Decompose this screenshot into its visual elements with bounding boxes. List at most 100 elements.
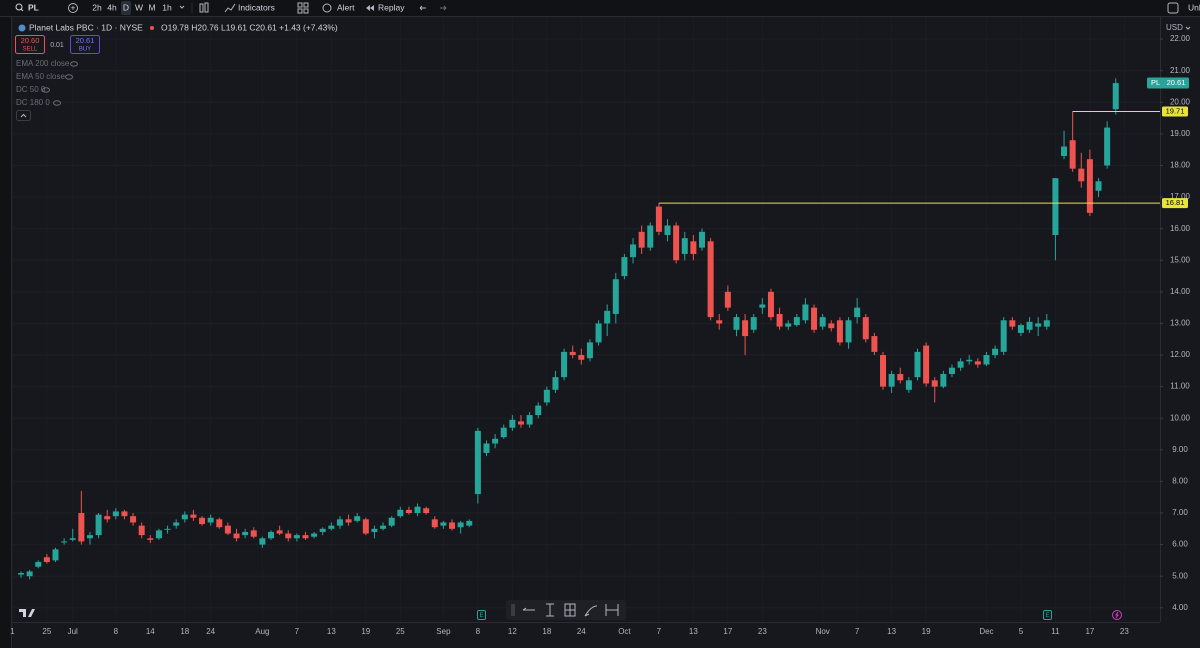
candle-body bbox=[724, 291, 731, 308]
visibility-icon[interactable] bbox=[65, 74, 73, 80]
candle-body bbox=[699, 231, 705, 248]
indicators-button[interactable]: Indicators bbox=[238, 2, 275, 12]
candle-body bbox=[569, 351, 576, 356]
interval-button[interactable]: D bbox=[123, 2, 129, 12]
symbol-search[interactable]: PL bbox=[28, 2, 39, 12]
candle-body bbox=[155, 530, 162, 539]
text-tool[interactable] bbox=[546, 603, 554, 617]
candle-body bbox=[371, 528, 378, 532]
collapse-arrow bbox=[20, 113, 27, 118]
candle-body bbox=[362, 519, 369, 534]
x-tick-label: 25 bbox=[396, 627, 405, 636]
candle-body bbox=[966, 359, 973, 362]
templates-icon[interactable] bbox=[297, 2, 303, 8]
candle-body bbox=[43, 557, 50, 562]
dividend-marker[interactable] bbox=[1112, 610, 1122, 620]
study-label[interactable]: EMA 200 close bbox=[16, 59, 70, 68]
sell-button[interactable] bbox=[15, 35, 45, 54]
interval-dropdown[interactable] bbox=[179, 5, 185, 9]
interval-button[interactable]: 1h bbox=[162, 2, 172, 12]
replay-button[interactable]: Replay bbox=[378, 2, 405, 12]
interval-button[interactable]: W bbox=[135, 2, 143, 12]
x-tick-label: Sep bbox=[436, 627, 451, 636]
candle-body bbox=[431, 519, 438, 528]
study-label[interactable]: DC 50 0 bbox=[16, 85, 46, 94]
replay-icon bbox=[366, 5, 374, 11]
candle-body bbox=[466, 520, 473, 526]
logo bbox=[19, 609, 35, 617]
interval-button[interactable]: 2h bbox=[92, 2, 102, 12]
candle-body bbox=[449, 522, 456, 529]
candle-body bbox=[647, 225, 654, 248]
candle-body bbox=[638, 231, 645, 248]
candle-body bbox=[207, 517, 214, 523]
candle-body bbox=[586, 342, 593, 359]
study-label[interactable]: DC 180 0 bbox=[16, 98, 50, 107]
x-tick-label: 7 bbox=[657, 627, 662, 636]
candle-body bbox=[147, 538, 154, 540]
y-tick-label: 6.00 bbox=[1172, 540, 1188, 549]
study-label[interactable]: EMA 50 close bbox=[16, 72, 65, 81]
plot-area bbox=[11, 17, 1160, 622]
layout-icon[interactable] bbox=[1167, 2, 1179, 14]
candle-body bbox=[414, 506, 421, 514]
x-tick-label: 7 bbox=[295, 627, 300, 636]
last-price-tag bbox=[1147, 77, 1189, 89]
grid-tool[interactable] bbox=[564, 603, 576, 617]
currency-label[interactable]: USD bbox=[1166, 23, 1183, 32]
indicators-icon bbox=[224, 3, 236, 13]
candle-body bbox=[767, 291, 774, 318]
visibility-icon[interactable] bbox=[70, 61, 78, 67]
candle-body bbox=[828, 323, 835, 329]
candle-body bbox=[552, 377, 559, 390]
candle-body bbox=[604, 310, 611, 324]
candle-body bbox=[785, 323, 792, 327]
candle-body bbox=[259, 538, 266, 545]
search-icon-handle bbox=[20, 8, 24, 12]
candle-body bbox=[268, 531, 274, 539]
chart-type-icon[interactable] bbox=[199, 3, 204, 13]
collapse-legend[interactable] bbox=[16, 110, 31, 121]
buy-button[interactable] bbox=[70, 35, 100, 54]
currency-dropdown[interactable] bbox=[1185, 26, 1191, 30]
trend-tool[interactable] bbox=[522, 607, 535, 611]
candle-body bbox=[716, 320, 723, 324]
candle-body bbox=[112, 511, 119, 517]
candle-body bbox=[397, 509, 404, 517]
alert-button[interactable]: Alert bbox=[337, 2, 355, 12]
earnings-marker[interactable] bbox=[477, 610, 486, 620]
visibility-icon[interactable] bbox=[53, 100, 61, 106]
x-tick-label: 24 bbox=[577, 627, 586, 636]
y-tick-label: 11.00 bbox=[1170, 382, 1190, 391]
search-icon[interactable] bbox=[15, 3, 23, 11]
y-tick-label: 19.00 bbox=[1170, 129, 1191, 138]
unlock-button[interactable]: Unl bbox=[1188, 2, 1200, 12]
x-tick-label: 7 bbox=[855, 627, 860, 636]
candle-body bbox=[776, 313, 783, 327]
candle-body bbox=[612, 279, 619, 314]
candle-body bbox=[681, 238, 688, 254]
candle-body bbox=[673, 225, 680, 261]
templates-icon-part bbox=[303, 2, 309, 8]
redo-button[interactable] bbox=[440, 5, 447, 11]
candle-body bbox=[86, 535, 93, 539]
earnings-marker[interactable] bbox=[1043, 610, 1052, 620]
candle-body bbox=[957, 361, 964, 368]
x-tick-label: 13 bbox=[689, 627, 698, 636]
compare-button[interactable] bbox=[68, 3, 78, 13]
visibility-icon[interactable] bbox=[42, 87, 50, 93]
candle-body bbox=[1009, 320, 1016, 327]
measure-tool[interactable] bbox=[605, 604, 619, 616]
undo-button[interactable] bbox=[419, 5, 426, 11]
candle-body bbox=[845, 320, 852, 343]
candle-body bbox=[250, 530, 257, 537]
earnings-marker-label: E bbox=[1045, 613, 1049, 619]
candle-body bbox=[173, 522, 180, 526]
interval-button[interactable]: M bbox=[148, 2, 155, 12]
interval-button[interactable]: 4h bbox=[107, 2, 117, 12]
x-tick-label: 13 bbox=[327, 627, 336, 636]
x-tick-label: 18 bbox=[542, 627, 551, 636]
candle-body bbox=[526, 415, 533, 425]
candle-body bbox=[233, 533, 240, 539]
brush-tool[interactable] bbox=[584, 605, 598, 617]
